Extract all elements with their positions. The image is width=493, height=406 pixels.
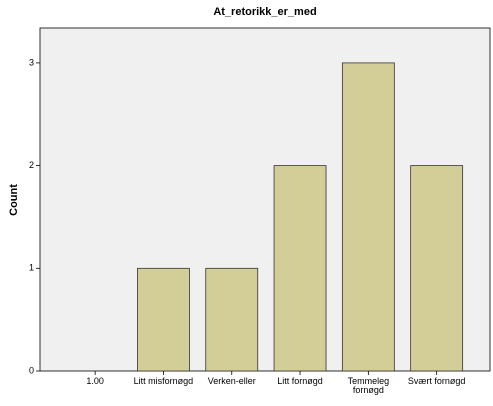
y-tick-label: 2	[29, 160, 34, 170]
bar	[273, 165, 327, 372]
x-tick-label: 1.00	[86, 376, 104, 386]
y-tick-label: 0	[29, 365, 34, 375]
x-tick-label: Svært fornøgd	[407, 376, 466, 386]
y-axis-label: Count	[8, 184, 20, 216]
x-tick-label: Litt fornøgd	[277, 376, 323, 386]
bar	[410, 165, 464, 372]
x-tick-label: Verken-eller	[207, 376, 256, 386]
x-tick-label: Litt misfornøgd	[133, 376, 194, 386]
x-tick-label: Temmeleg fornøgd	[347, 376, 390, 395]
bar	[137, 267, 190, 372]
bar	[205, 267, 259, 372]
y-tick-label: 1	[29, 263, 34, 273]
bar	[341, 62, 395, 372]
chart-title: At_retorikk_er_med	[213, 6, 316, 18]
y-tick-label: 3	[29, 57, 34, 67]
